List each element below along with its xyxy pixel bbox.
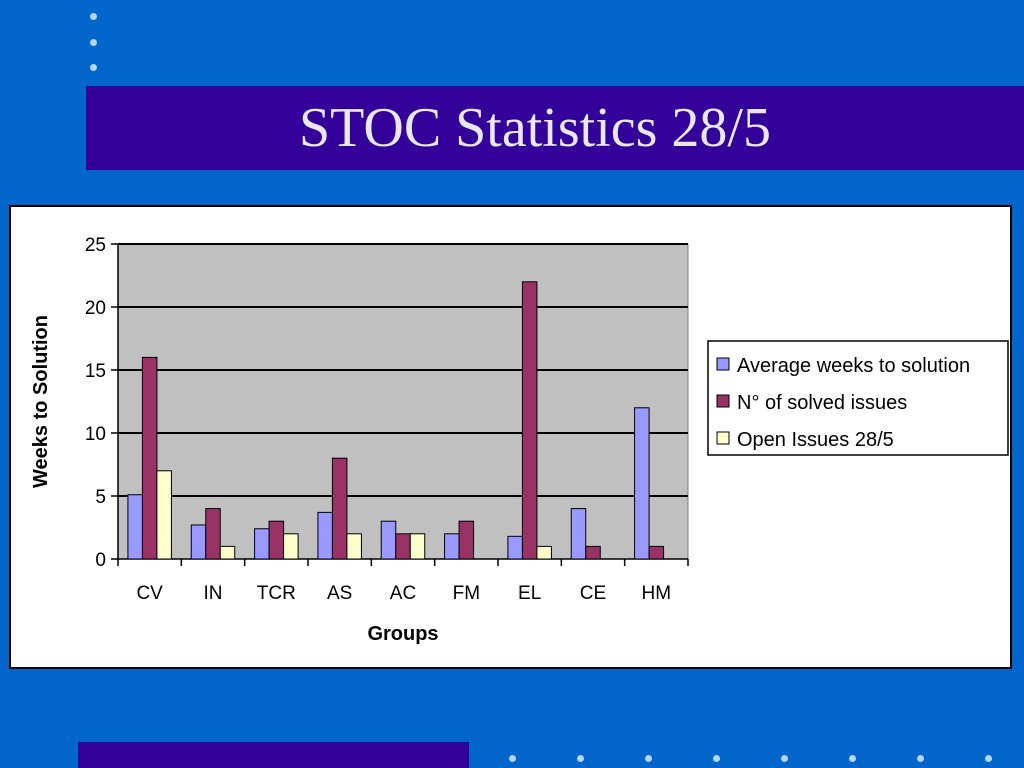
bar bbox=[507, 535, 523, 560]
bar bbox=[127, 494, 143, 560]
decor-dot bbox=[90, 13, 97, 20]
bottom-bar bbox=[78, 742, 469, 768]
y-tick-label: 0 bbox=[95, 550, 106, 571]
title-bar: STOC Statistics 28/5 bbox=[86, 86, 1024, 170]
bar bbox=[156, 470, 172, 560]
bar bbox=[205, 508, 221, 560]
bar bbox=[254, 528, 270, 560]
x-tick-label: AS bbox=[327, 583, 352, 604]
slide-title: STOC Statistics 28/5 bbox=[299, 97, 771, 159]
legend-swatch bbox=[716, 431, 730, 445]
y-tick-label: 15 bbox=[85, 361, 106, 382]
bar bbox=[521, 281, 538, 560]
bar bbox=[444, 533, 460, 560]
decor-dot bbox=[713, 755, 720, 762]
bar-chart: 0 5 10 15 20 25 CV IN TCR AS AC FM EL CE HM Groups Weeks… bbox=[30, 235, 1009, 645]
y-tick-label: 20 bbox=[85, 298, 106, 319]
bar bbox=[331, 457, 348, 560]
bar bbox=[317, 511, 333, 560]
x-tick-label: HM bbox=[642, 583, 672, 604]
bar bbox=[585, 545, 601, 560]
y-axis-title: Weeks to Solution bbox=[30, 315, 52, 488]
decor-dot bbox=[509, 755, 516, 762]
decor-dot bbox=[781, 755, 788, 762]
legend-label: Open Issues 28/5 bbox=[737, 429, 894, 451]
bar bbox=[395, 533, 411, 560]
x-tick-label: CV bbox=[136, 583, 163, 604]
decor-dot bbox=[90, 39, 97, 46]
bar bbox=[409, 533, 426, 560]
bar bbox=[268, 520, 285, 560]
legend-swatch bbox=[716, 394, 730, 408]
x-tick-label: IN bbox=[204, 583, 223, 604]
legend-box bbox=[707, 340, 1009, 456]
legend-swatch bbox=[716, 357, 730, 371]
y-tick-label: 10 bbox=[85, 424, 106, 445]
decor-dot bbox=[985, 755, 992, 762]
x-tick-label: AC bbox=[390, 583, 416, 604]
plot-area bbox=[117, 243, 689, 560]
decor-dot bbox=[849, 755, 856, 762]
chart-frame: 0 5 10 15 20 25 CV IN TCR AS AC FM EL CE HM Groups Weeks… bbox=[9, 205, 1012, 669]
bar bbox=[190, 524, 207, 560]
decor-dot bbox=[577, 755, 584, 762]
y-tick-label: 5 bbox=[95, 487, 106, 508]
x-axis-title: Groups bbox=[367, 623, 438, 645]
decor-dot bbox=[645, 755, 652, 762]
bar bbox=[634, 407, 650, 560]
x-tick-label: CE bbox=[580, 583, 606, 604]
legend-label: Average weeks to solution bbox=[737, 355, 970, 377]
x-tick-label: FM bbox=[453, 583, 480, 604]
bar bbox=[536, 545, 552, 560]
decor-dot bbox=[90, 64, 97, 71]
legend-label: N° of solved issues bbox=[737, 392, 907, 414]
bar bbox=[141, 356, 158, 560]
bar bbox=[283, 533, 299, 560]
bar bbox=[380, 520, 397, 560]
x-tick-label: TCR bbox=[257, 583, 296, 604]
bar bbox=[570, 508, 587, 560]
bar bbox=[219, 545, 236, 560]
bar bbox=[458, 520, 475, 560]
decor-dot bbox=[917, 755, 924, 762]
y-tick-label: 25 bbox=[85, 235, 106, 256]
x-tick-label: EL bbox=[518, 583, 541, 604]
bar bbox=[648, 545, 665, 560]
bar bbox=[346, 533, 362, 560]
